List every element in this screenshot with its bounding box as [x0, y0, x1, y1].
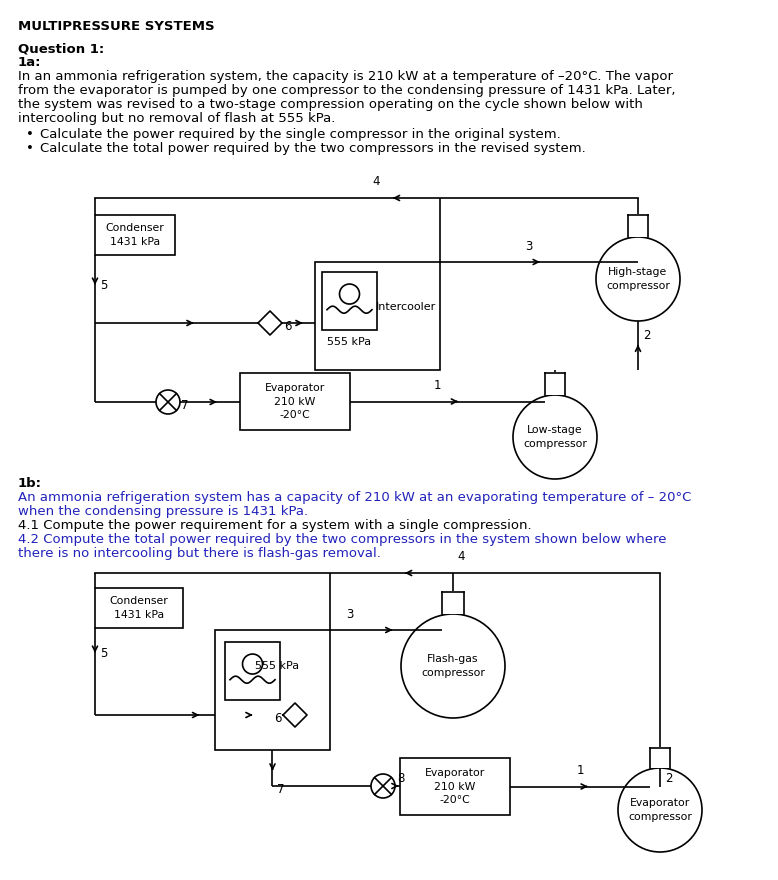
Bar: [322, 272, 377, 330]
Bar: [545, 372, 566, 395]
Text: MULTIPRESSURE SYSTEMS: MULTIPRESSURE SYSTEMS: [18, 20, 215, 33]
Text: Calculate the total power required by the two compressors in the revised system.: Calculate the total power required by th…: [40, 142, 586, 155]
Text: In an ammonia refrigeration system, the capacity is 210 kW at a temperature of –: In an ammonia refrigeration system, the …: [18, 70, 673, 83]
Bar: [628, 214, 649, 237]
Text: 1: 1: [576, 764, 584, 776]
Text: 2: 2: [643, 329, 650, 342]
Bar: [215, 630, 330, 750]
Text: 8: 8: [397, 772, 405, 784]
Text: Low-stage
compressor: Low-stage compressor: [523, 425, 587, 449]
Bar: [95, 588, 183, 628]
Text: 6: 6: [275, 712, 282, 725]
Text: intercooling but no removal of flash at 555 kPa.: intercooling but no removal of flash at …: [18, 112, 335, 125]
Text: the system was revised to a two-stage compression operating on the cycle shown b: the system was revised to a two-stage co…: [18, 98, 643, 111]
Text: Evaporator
210 kW
-20°C: Evaporator 210 kW -20°C: [425, 768, 485, 804]
Text: 5: 5: [100, 647, 107, 659]
Bar: [95, 215, 175, 255]
Text: 3: 3: [525, 240, 533, 253]
Bar: [441, 591, 464, 614]
Text: from the evaporator is pumped by one compressor to the condensing pressure of 14: from the evaporator is pumped by one com…: [18, 84, 675, 97]
Text: 4.2 Compute the total power required by the two compressors in the system shown : 4.2 Compute the total power required by …: [18, 533, 667, 546]
Text: Condenser
1431 kPa: Condenser 1431 kPa: [110, 597, 168, 620]
Bar: [400, 758, 510, 815]
Bar: [315, 262, 440, 370]
Text: 4: 4: [457, 550, 464, 563]
Text: when the condensing pressure is 1431 kPa.: when the condensing pressure is 1431 kPa…: [18, 505, 308, 518]
Text: Evaporator
compressor: Evaporator compressor: [628, 798, 692, 822]
Text: 3: 3: [346, 608, 354, 621]
Text: 6: 6: [284, 320, 292, 333]
Text: Condenser
1431 kPa: Condenser 1431 kPa: [106, 224, 164, 246]
Text: 2: 2: [665, 772, 672, 784]
Text: High-stage
compressor: High-stage compressor: [606, 268, 670, 290]
Text: Evaporator
210 kW
-20°C: Evaporator 210 kW -20°C: [265, 384, 325, 420]
Text: 4.1 Compute the power requirement for a system with a single compression.: 4.1 Compute the power requirement for a …: [18, 519, 531, 532]
Bar: [650, 747, 671, 768]
Bar: [225, 642, 280, 700]
Text: 1: 1: [434, 378, 441, 392]
Text: Question 1:: Question 1:: [18, 42, 104, 55]
Text: there is no intercooling but there is flash-gas removal.: there is no intercooling but there is fl…: [18, 547, 381, 560]
Text: Intercooler: Intercooler: [376, 303, 436, 312]
Text: 1b:: 1b:: [18, 477, 42, 490]
Text: 4: 4: [373, 175, 380, 188]
Text: 555 kPa: 555 kPa: [255, 661, 300, 671]
Text: Calculate the power required by the single compressor in the original system.: Calculate the power required by the sing…: [40, 128, 561, 141]
Text: 1a:: 1a:: [18, 56, 41, 69]
Text: 7: 7: [181, 399, 188, 412]
Text: •: •: [26, 128, 34, 141]
Text: Flash-gas
compressor: Flash-gas compressor: [421, 655, 485, 678]
Text: 555 kPa: 555 kPa: [328, 337, 372, 347]
Text: An ammonia refrigeration system has a capacity of 210 kW at an evaporating tempe: An ammonia refrigeration system has a ca…: [18, 491, 692, 504]
Text: 5: 5: [100, 278, 107, 291]
Text: 7: 7: [278, 783, 285, 796]
Bar: [240, 373, 350, 430]
Text: •: •: [26, 142, 34, 155]
